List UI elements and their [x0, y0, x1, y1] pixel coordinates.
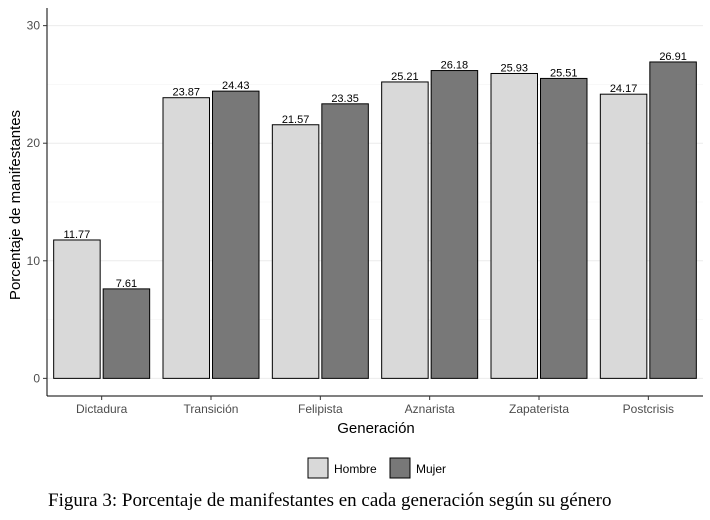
bar-mujer-postcrisis	[649, 61, 697, 379]
data-labels: 11.77 7.61 23.87 24.43 21.57 23.35 25.21 26.18 2…	[64, 51, 687, 290]
bar-hombre-postcrisis	[599, 93, 648, 379]
bar-mujer-dictadura	[102, 288, 151, 379]
data-label: 23.35	[331, 93, 359, 105]
bar-hombre-aznarista	[381, 81, 429, 379]
bar-mujer-transición	[212, 90, 260, 379]
x-axis-title: Generación	[337, 420, 415, 437]
bar-chart: 11.77 7.61 23.87 24.43 21.57 23.35 25.21 26.18 2…	[7, 8, 703, 479]
bar-hombre-zapaterista	[490, 72, 538, 379]
x-tick-label: Transición	[184, 402, 239, 416]
bar-hombre-transición	[162, 97, 210, 379]
x-tick-label: Postcrisis	[623, 402, 674, 416]
legend-key-hombre	[307, 457, 329, 479]
data-label: 25.93	[500, 62, 528, 74]
bar-hombre-dictadura	[53, 239, 101, 379]
data-label: 25.51	[550, 67, 578, 79]
bar-hombre-felipista	[271, 124, 320, 379]
data-label: 26.18	[441, 60, 469, 72]
data-label: 24.43	[222, 80, 250, 92]
bar-mujer-felipista	[321, 103, 369, 379]
data-label: 7.61	[116, 278, 137, 290]
axes: 0 10 20 30 Dictadura Transición Felipista Aznar…	[27, 8, 703, 416]
data-label: 23.87	[172, 87, 200, 99]
legend-label: Mujer	[416, 462, 446, 476]
legend-label: Hombre	[334, 462, 377, 476]
x-tick-label: Felipista	[298, 402, 343, 416]
data-label: 24.17	[610, 83, 638, 95]
y-tick-label: 20	[27, 136, 41, 150]
y-tick-label: 30	[27, 19, 41, 33]
gridlines	[47, 25, 703, 379]
y-tick-label: 10	[27, 254, 41, 268]
data-label: 11.77	[64, 229, 91, 241]
data-label: 26.91	[659, 51, 687, 63]
y-tick-label: 0	[33, 371, 40, 385]
legend: Hombre Mujer	[307, 457, 446, 479]
x-tick-label: Dictadura	[76, 402, 128, 416]
bar-mujer-aznarista	[430, 70, 479, 379]
x-tick-label: Zapaterista	[509, 402, 569, 416]
bar-mujer-zapaterista	[540, 77, 588, 379]
legend-key-mujer	[389, 457, 411, 479]
data-label: 25.21	[391, 71, 419, 83]
data-label: 21.57	[282, 114, 310, 126]
x-tick-label: Aznarista	[405, 402, 455, 416]
bars	[53, 61, 697, 379]
y-axis-title: Porcentaje de manifestantes	[7, 110, 24, 300]
figure-caption: Figura 3: Porcentaje de manifestantes en…	[48, 490, 612, 511]
